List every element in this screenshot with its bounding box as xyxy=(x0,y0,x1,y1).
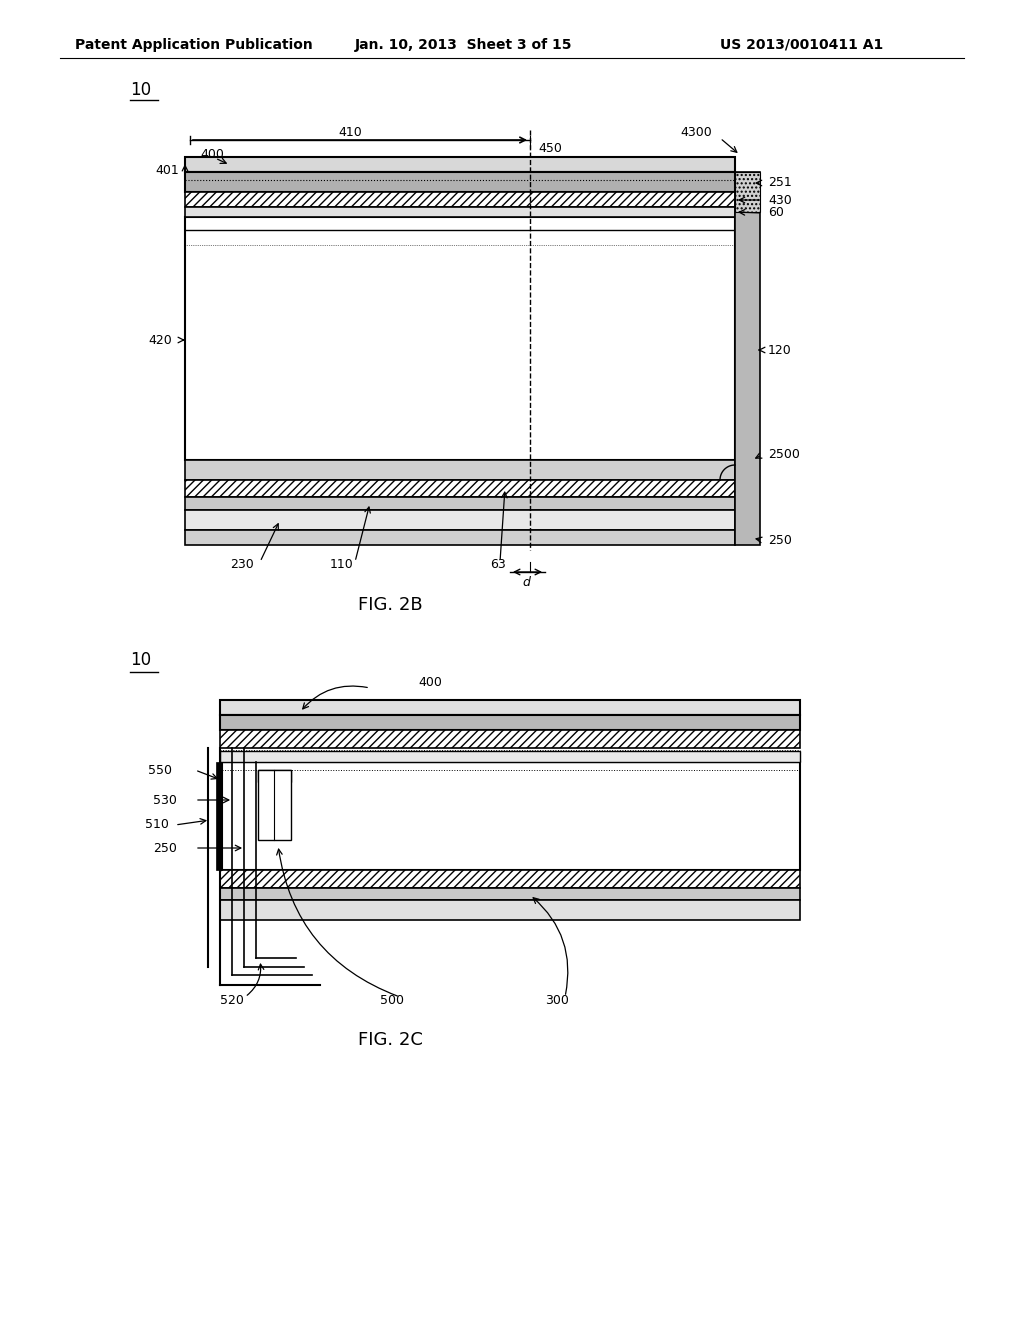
Bar xyxy=(220,900,800,920)
Bar xyxy=(258,770,291,840)
Text: FIG. 2C: FIG. 2C xyxy=(357,1031,423,1049)
Bar xyxy=(185,498,735,510)
Text: US 2013/0010411 A1: US 2013/0010411 A1 xyxy=(720,38,884,51)
Text: 4300: 4300 xyxy=(680,127,712,140)
Text: 251: 251 xyxy=(768,177,792,190)
Bar xyxy=(185,510,735,531)
Text: 500: 500 xyxy=(380,994,404,1006)
Bar xyxy=(185,459,735,480)
Bar xyxy=(220,751,800,762)
Text: 230: 230 xyxy=(230,558,254,572)
Text: 550: 550 xyxy=(148,763,172,776)
Text: FIG. 2B: FIG. 2B xyxy=(357,597,422,614)
Bar xyxy=(185,480,735,498)
Text: 63: 63 xyxy=(490,558,506,572)
Text: d: d xyxy=(522,576,529,589)
Text: 510: 510 xyxy=(145,818,169,832)
Text: 250: 250 xyxy=(768,533,792,546)
Text: 300: 300 xyxy=(545,994,569,1006)
Text: 530: 530 xyxy=(153,793,177,807)
Bar xyxy=(220,700,800,715)
Text: 520: 520 xyxy=(220,994,244,1006)
Text: 450: 450 xyxy=(538,141,562,154)
Text: 60: 60 xyxy=(768,206,784,219)
Text: 430: 430 xyxy=(768,194,792,206)
Text: Jan. 10, 2013  Sheet 3 of 15: Jan. 10, 2013 Sheet 3 of 15 xyxy=(355,38,572,51)
Text: 420: 420 xyxy=(148,334,172,346)
Text: 120: 120 xyxy=(768,343,792,356)
Text: 410: 410 xyxy=(338,127,361,140)
Text: 400: 400 xyxy=(418,676,442,689)
Bar xyxy=(185,191,735,207)
Bar xyxy=(185,216,735,459)
Bar xyxy=(220,888,800,900)
Text: 110: 110 xyxy=(330,558,353,572)
Bar xyxy=(220,730,800,748)
Bar xyxy=(185,531,735,545)
Bar xyxy=(222,762,800,870)
Text: 400: 400 xyxy=(200,149,224,161)
Bar xyxy=(185,157,735,172)
Bar xyxy=(735,172,760,213)
Text: 10: 10 xyxy=(130,651,152,669)
Text: 10: 10 xyxy=(130,81,152,99)
Bar xyxy=(220,870,800,888)
Bar xyxy=(258,770,291,781)
Text: 401: 401 xyxy=(155,164,179,177)
Bar xyxy=(220,715,800,730)
Text: Patent Application Publication: Patent Application Publication xyxy=(75,38,312,51)
Bar xyxy=(216,762,222,870)
Bar xyxy=(185,207,735,216)
Text: 250: 250 xyxy=(153,842,177,854)
Bar xyxy=(185,172,735,191)
Bar xyxy=(735,172,760,545)
Text: 2500: 2500 xyxy=(768,449,800,462)
